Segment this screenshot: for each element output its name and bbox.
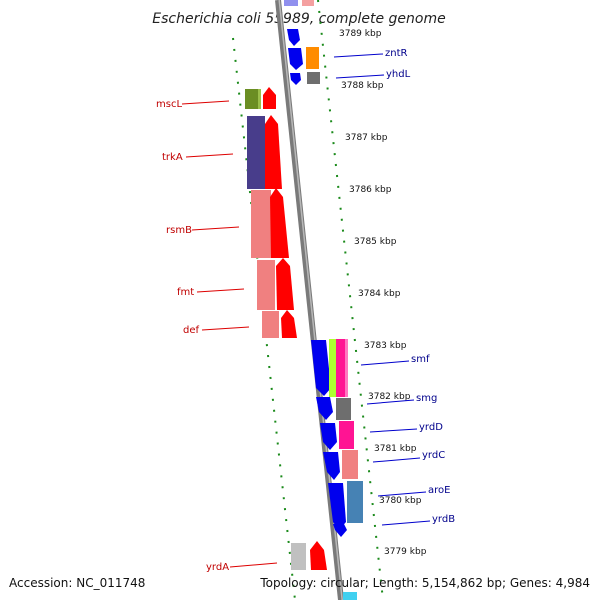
gene-yrdD-block [339, 421, 354, 449]
scale-label: 3786 kbp [349, 185, 392, 195]
leader-line-yhdL [335, 74, 385, 79]
gene-smf-yellowgreen [329, 339, 336, 397]
scale-label: 3787 kbp [345, 133, 388, 143]
map-title: Escherichia coli 55989, complete genome [152, 11, 445, 27]
leader-line-yrdC [372, 457, 421, 463]
scale-label: 3783 kbp [364, 341, 407, 351]
scale-label: 3782 kbp [368, 392, 411, 402]
cds-forward-mscL [263, 87, 276, 109]
gene-aroE-block [347, 481, 363, 523]
gene-label-zntR: zntR [385, 48, 408, 59]
gene-smg-block [336, 398, 351, 420]
gene-label-def: def [183, 325, 200, 336]
gene-label-smg: smg [416, 393, 437, 404]
gene-label-yhdL: yhdL [386, 69, 411, 80]
gene-smf-shade [345, 339, 348, 397]
cds-forward-rsmB [270, 188, 289, 258]
leader-line-smg [366, 399, 415, 405]
cds-reverse [287, 29, 300, 46]
cds-reverse-yrdD [320, 423, 337, 450]
cds-forward-fmt [276, 258, 294, 310]
gene-label-yrdD: yrdD [419, 422, 443, 433]
cds-reverse [290, 73, 301, 85]
scale-label: 3781 kbp [374, 444, 417, 454]
leader-line-aroE [377, 491, 427, 497]
gene-label-yrdC: yrdC [422, 450, 445, 461]
gene-mscL-shade [258, 89, 261, 109]
gene-yrdA-block [291, 543, 306, 570]
cds-reverse-yrdC [323, 452, 340, 480]
leader-line-mscL [181, 100, 230, 105]
leader-line-yrdD [369, 428, 418, 433]
gene-label-yrdA: yrdA [206, 562, 229, 573]
cds-top-partial [284, 0, 298, 6]
gene-def-block [262, 311, 279, 338]
cds-bottom-partial [343, 592, 357, 600]
leader-line-trkA [185, 153, 234, 158]
gene-yhdL-block [307, 72, 320, 84]
genome-summary-text: Topology: circular; Length: 5,154,862 bp… [259, 576, 590, 590]
gene-label-trkA: trkA [162, 152, 183, 163]
gene-fmt-block [257, 260, 275, 310]
scale-label: 3789 kbp [339, 29, 382, 39]
scale-label: 3779 kbp [384, 547, 427, 557]
cds-forward-yrdA [310, 541, 327, 570]
cds-reverse-yrdB [333, 524, 347, 537]
gene-trkA-block [247, 116, 265, 189]
leader-line-yrdA [229, 562, 278, 568]
scale-label: 3780 kbp [379, 496, 422, 506]
outer-ring-right-boundary [317, 0, 384, 600]
cds-forward-def [281, 310, 297, 338]
cds-reverse-smf [311, 340, 331, 396]
gene-label-mscL: mscL [156, 99, 182, 110]
gene-yrdC-block [342, 450, 358, 479]
leader-line-smf [360, 360, 410, 366]
gene-smf-block [336, 339, 345, 397]
cds-reverse-smg [316, 397, 333, 420]
leader-line-rsmB [191, 226, 240, 231]
cds-top-partial-2 [302, 0, 314, 6]
gene-label-rsmB: rsmB [166, 225, 192, 236]
scale-label: 3785 kbp [354, 237, 397, 247]
leader-line-def [201, 326, 250, 331]
scale-label: 3788 kbp [341, 81, 384, 91]
gene-label-fmt: fmt [177, 287, 194, 298]
gene-label-smf: smf [411, 354, 430, 365]
scale-label: 3784 kbp [358, 289, 401, 299]
leader-line-yrdB [381, 520, 431, 526]
cds-reverse-aroE [328, 483, 346, 530]
gene-zntR-block [306, 47, 319, 69]
cds-reverse [288, 48, 303, 70]
gene-rsmB-block [251, 190, 271, 258]
gene-label-aroE: aroE [428, 485, 450, 496]
cds-forward-trkA [265, 115, 282, 189]
leader-line-fmt [196, 288, 245, 293]
leader-line-zntR [333, 53, 384, 58]
gene-label-yrdB: yrdB [432, 514, 455, 525]
gene-mscL-block [245, 89, 260, 109]
accession-text: Accession: NC_011748 [9, 576, 145, 590]
